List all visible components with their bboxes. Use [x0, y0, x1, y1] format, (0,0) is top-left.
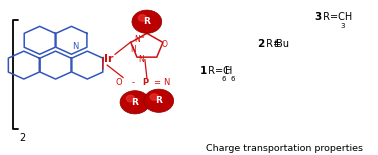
Text: H: H — [225, 66, 232, 76]
Text: 6: 6 — [230, 76, 235, 82]
Text: O: O — [116, 78, 122, 87]
Text: 6: 6 — [221, 76, 226, 82]
Text: N: N — [134, 35, 140, 44]
Text: 2: 2 — [19, 133, 25, 143]
Text: 1: 1 — [200, 66, 207, 76]
Text: N: N — [138, 55, 144, 64]
Text: 2: 2 — [257, 39, 265, 49]
Text: 3: 3 — [340, 23, 345, 29]
Circle shape — [144, 89, 174, 112]
Text: Bu: Bu — [276, 39, 289, 49]
Text: Charge transportation properties: Charge transportation properties — [206, 144, 363, 153]
Text: Ir: Ir — [104, 54, 114, 64]
Circle shape — [126, 95, 135, 102]
Text: R: R — [143, 17, 150, 26]
Circle shape — [132, 10, 162, 33]
Text: 3: 3 — [314, 12, 322, 22]
Text: =: = — [138, 34, 144, 40]
Text: t: t — [273, 39, 277, 49]
Circle shape — [138, 15, 147, 21]
Text: N: N — [130, 45, 136, 54]
Text: O: O — [162, 40, 168, 49]
Text: -: - — [132, 78, 135, 87]
Text: R: R — [132, 98, 138, 107]
Text: R: R — [155, 96, 162, 105]
Text: R=: R= — [263, 39, 281, 49]
Text: N: N — [164, 78, 170, 87]
Circle shape — [150, 94, 158, 100]
Circle shape — [120, 91, 150, 114]
Text: R=C: R=C — [205, 66, 230, 76]
Text: N: N — [72, 42, 79, 51]
Text: P: P — [142, 78, 148, 87]
Text: R=CH: R=CH — [320, 12, 352, 22]
Text: =: = — [153, 78, 160, 87]
